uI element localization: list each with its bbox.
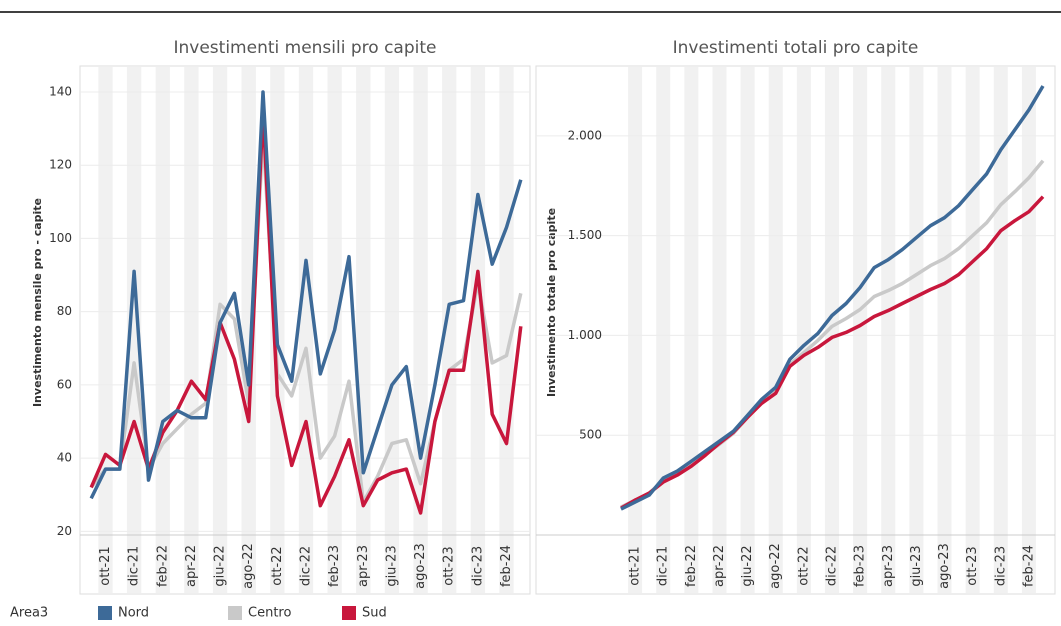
band-stripe — [768, 67, 783, 593]
x-tick-label: ott-22 — [270, 546, 285, 585]
band-stripe — [909, 67, 924, 593]
y-tick-label: 1.500 — [568, 228, 602, 242]
band-stripe — [656, 67, 671, 593]
band-stripe — [241, 67, 256, 593]
x-tick-label: ott-21 — [628, 546, 643, 585]
x-tick-label: giu-22 — [213, 545, 228, 586]
x-tick-label: feb-23 — [853, 545, 868, 587]
y-axis-label: Investimento mensile pro - capite — [31, 198, 44, 407]
band-stripe — [684, 67, 699, 593]
x-tick-label: dic-22 — [299, 546, 314, 586]
band-stripe — [740, 67, 755, 593]
y-tick-label: 60 — [57, 377, 72, 391]
x-tick-label: ott-23 — [442, 546, 457, 585]
legend-label: Centro — [248, 606, 291, 621]
legend-title: Area3 — [10, 606, 48, 621]
x-tick-label: feb-22 — [684, 545, 699, 587]
y-tick-label: 20 — [57, 524, 72, 538]
band-stripe — [937, 67, 952, 593]
band-stripe — [881, 67, 896, 593]
y-tick-label: 120 — [49, 158, 72, 172]
y-tick-label: 500 — [579, 428, 602, 442]
band-stripe — [965, 67, 980, 593]
x-tick-label: dic-23 — [993, 546, 1008, 586]
legend-label: Sud — [362, 606, 387, 621]
band-stripe — [126, 67, 142, 593]
x-tick-label: apr-22 — [184, 545, 199, 587]
y-tick-label: 140 — [49, 84, 72, 98]
series-line — [89, 108, 523, 515]
chart-title: Investimenti totali pro capite — [673, 38, 919, 58]
x-tick-label: apr-23 — [881, 545, 896, 587]
x-tick-label: ott-23 — [965, 546, 980, 585]
x-tick-label: ott-22 — [796, 546, 811, 585]
band-stripe — [993, 67, 1008, 593]
y-tick-label: 1.000 — [568, 328, 602, 342]
y-tick-label: 100 — [49, 231, 72, 245]
x-tick-label: feb-23 — [327, 545, 342, 587]
band-stripe — [470, 67, 486, 593]
x-tick-label: dic-21 — [656, 546, 671, 586]
band-stripe — [499, 67, 514, 593]
y-tick-label: 2.000 — [568, 128, 602, 142]
x-tick-label: ago-22 — [768, 543, 783, 589]
band-stripe — [298, 67, 314, 593]
legend-swatch — [98, 606, 112, 620]
x-tick-label: dic-22 — [825, 546, 840, 586]
y-tick-label: 40 — [57, 451, 72, 465]
band-stripe — [712, 67, 727, 593]
y-axis-label: Investimento totale pro capite — [545, 208, 558, 397]
x-tick-label: ago-23 — [413, 543, 428, 589]
x-tick-label: dic-23 — [470, 546, 485, 586]
y-tick-label: 80 — [57, 304, 72, 318]
band-stripe — [384, 67, 400, 593]
x-tick-label: giu-23 — [384, 545, 399, 586]
band-stripe — [442, 67, 457, 593]
band-stripe — [98, 67, 113, 593]
legend-swatch — [342, 606, 356, 620]
band-stripe — [628, 67, 643, 593]
x-tick-label: apr-22 — [712, 545, 727, 587]
band-stripe — [356, 67, 371, 593]
x-tick-label: feb-24 — [499, 545, 514, 587]
band-stripe — [853, 67, 868, 593]
chart-title: Investimenti mensili pro capite — [174, 38, 437, 58]
x-tick-label: feb-22 — [155, 545, 170, 587]
legend-label: Nord — [118, 606, 149, 621]
band-stripe — [1021, 67, 1036, 593]
legend-swatch — [228, 606, 242, 620]
x-tick-label: ago-23 — [937, 543, 952, 589]
x-tick-label: ago-22 — [241, 543, 256, 589]
x-tick-label: giu-23 — [909, 545, 924, 586]
x-tick-label: ott-21 — [98, 546, 113, 585]
x-tick-label: apr-23 — [356, 545, 371, 587]
band-stripe — [155, 67, 170, 593]
band-stripe — [824, 67, 840, 593]
series-line — [89, 90, 523, 500]
x-tick-label: dic-21 — [127, 546, 142, 586]
series-line — [620, 195, 1045, 510]
band-stripe — [796, 67, 811, 593]
band-stripe — [184, 67, 199, 593]
x-tick-label: giu-22 — [740, 545, 755, 586]
series-line — [620, 85, 1045, 511]
x-tick-label: feb-24 — [1021, 545, 1036, 587]
